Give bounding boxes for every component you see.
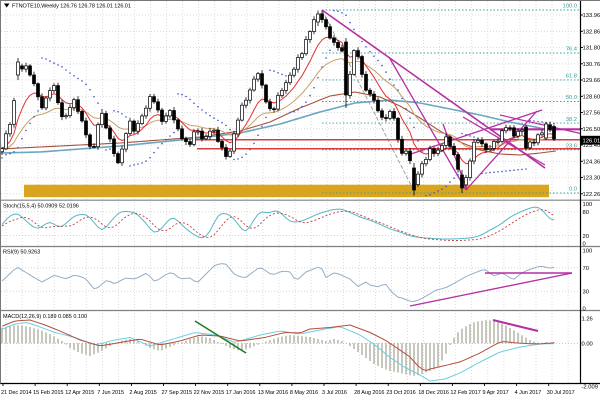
svg-text:61.8: 61.8: [566, 74, 577, 80]
svg-text:100.0: 100.0: [562, 4, 577, 10]
svg-text:28 Aug 2016: 28 Aug 2016: [354, 390, 384, 396]
svg-text:122.26: 122.26: [583, 192, 600, 198]
svg-text:23.6: 23.6: [566, 144, 577, 150]
svg-text:126.01: 126.01: [583, 139, 600, 145]
svg-text:76.4: 76.4: [566, 47, 578, 53]
svg-text:70: 70: [583, 266, 589, 272]
svg-text:0.0: 0.0: [569, 187, 577, 193]
svg-text:15 Feb 2015: 15 Feb 2015: [33, 390, 63, 396]
svg-text:131.80: 131.80: [583, 46, 600, 52]
svg-text:126.50: 126.50: [583, 127, 600, 133]
svg-text:2 Aug 2015: 2 Aug 2015: [129, 390, 156, 396]
svg-text:124.36: 124.36: [583, 160, 600, 166]
svg-text:0: 0: [583, 242, 586, 248]
svg-text:130.76: 130.76: [583, 62, 600, 68]
svg-text:128.60: 128.60: [583, 95, 600, 101]
svg-text:12 Apr 2015: 12 Apr 2015: [65, 390, 94, 396]
svg-text:13 Mar 2016: 13 Mar 2016: [258, 390, 288, 396]
svg-text:FTNOTE10,Weekly 126.76 126.78: FTNOTE10,Weekly 126.76 126.78 126.01 126…: [12, 3, 131, 9]
svg-text:8 May 2016: 8 May 2016: [290, 390, 318, 396]
svg-text:129.66: 129.66: [583, 78, 600, 84]
svg-text:127.56: 127.56: [583, 111, 600, 117]
svg-text:125.40: 125.40: [583, 143, 600, 149]
svg-text:0.00: 0.00: [582, 342, 593, 348]
svg-text:17 Jan 2016: 17 Jan 2016: [226, 390, 256, 396]
svg-text:18 Dec 2016: 18 Dec 2016: [418, 390, 449, 396]
svg-text:Stoch(15,5,4) 50.0909 52.0196: Stoch(15,5,4) 50.0909 52.0196: [3, 204, 79, 210]
svg-text:9 Apr 2017: 9 Apr 2017: [483, 390, 509, 396]
svg-text:4 Jun 2017: 4 Jun 2017: [515, 390, 542, 396]
svg-text:100: 100: [583, 249, 593, 255]
svg-text:23 Oct 2016: 23 Oct 2016: [386, 390, 415, 396]
svg-text:27 Sep 2015: 27 Sep 2015: [162, 390, 193, 396]
svg-text:38.2: 38.2: [566, 117, 577, 123]
svg-text:123.30: 123.30: [583, 176, 600, 182]
svg-text:80: 80: [583, 210, 589, 216]
svg-text:-2.009: -2.009: [582, 385, 598, 391]
svg-text:133.96: 133.96: [583, 13, 600, 19]
svg-text:22 Nov 2015: 22 Nov 2015: [194, 390, 225, 396]
svg-text:RSI(9) 50.9263: RSI(9) 50.9263: [3, 250, 40, 256]
svg-text:0: 0: [583, 307, 586, 313]
svg-text:132.86: 132.86: [583, 30, 600, 36]
svg-text:30: 30: [583, 290, 589, 296]
svg-text:20: 20: [583, 234, 589, 240]
svg-text:50.0: 50.0: [566, 95, 577, 101]
svg-text:100: 100: [583, 202, 593, 208]
svg-text:21 Dec 2014: 21 Dec 2014: [1, 390, 32, 396]
svg-text:30 Jul 2017: 30 Jul 2017: [547, 390, 575, 396]
svg-text:MACD(12,26,9) 0.189 0.085 0.10: MACD(12,26,9) 0.189 0.085 0.100: [3, 314, 87, 320]
svg-text:7 Jun 2015: 7 Jun 2015: [97, 390, 124, 396]
svg-text:1.26: 1.26: [582, 317, 593, 323]
svg-text:3 Jul 2016: 3 Jul 2016: [322, 390, 347, 396]
svg-text:12 Feb 2017: 12 Feb 2017: [450, 390, 480, 396]
